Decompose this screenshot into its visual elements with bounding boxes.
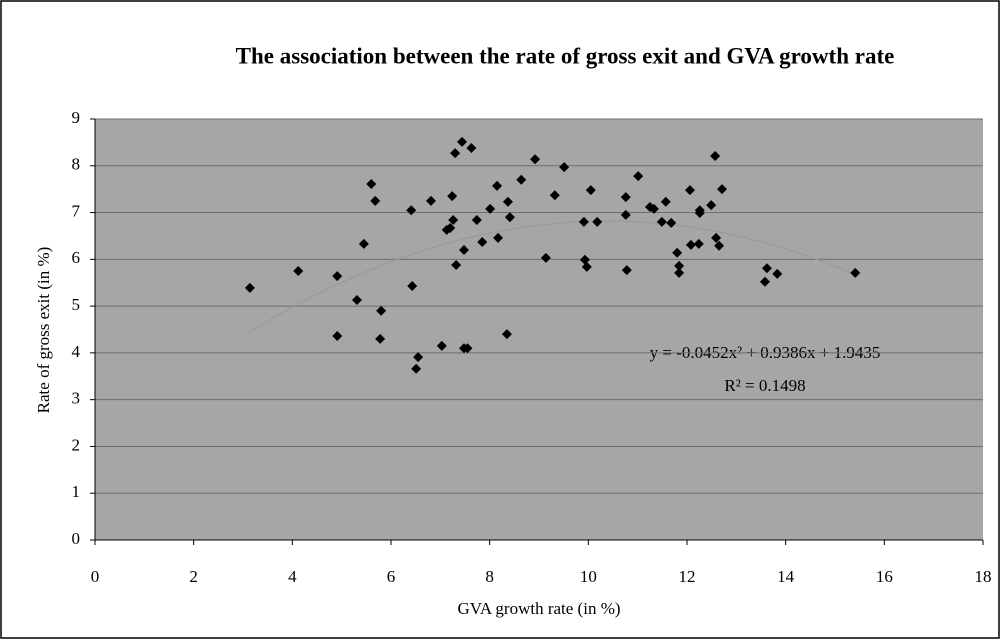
x-tick-label: 14	[777, 567, 795, 586]
point	[684, 185, 695, 196]
point	[407, 280, 418, 291]
point	[376, 305, 387, 316]
y-tick-label: 2	[72, 435, 81, 454]
point	[620, 192, 631, 203]
point	[674, 260, 685, 271]
point	[559, 162, 570, 173]
point	[451, 259, 462, 270]
point	[772, 268, 783, 279]
x-tick-label: 18	[975, 567, 992, 586]
point	[620, 209, 631, 220]
point	[579, 254, 590, 265]
point	[581, 261, 592, 272]
point	[578, 216, 589, 227]
point	[585, 185, 596, 196]
point	[501, 329, 512, 340]
point	[540, 252, 551, 263]
y-tick-label: 6	[72, 248, 81, 267]
point	[447, 191, 458, 202]
point	[710, 150, 721, 161]
point	[502, 196, 513, 207]
point	[441, 224, 452, 235]
point	[530, 154, 541, 165]
trendline	[249, 220, 856, 333]
point	[516, 174, 527, 185]
y-tick-label: 4	[72, 342, 81, 361]
point	[366, 179, 377, 190]
x-tick-label: 2	[189, 567, 198, 586]
point	[375, 333, 386, 344]
point	[666, 217, 677, 228]
x-tick-label: 12	[679, 567, 696, 586]
point	[466, 143, 477, 154]
y-tick-label: 7	[72, 201, 81, 220]
point	[717, 184, 728, 195]
point	[293, 266, 304, 277]
point	[425, 195, 436, 206]
point	[450, 148, 461, 159]
point	[694, 208, 705, 219]
point	[411, 363, 422, 374]
point	[660, 196, 671, 207]
point	[244, 282, 255, 293]
y-tick-label: 0	[72, 529, 81, 548]
point	[648, 203, 659, 214]
point	[471, 215, 482, 226]
point	[592, 216, 603, 227]
point	[714, 240, 725, 251]
y-tick-label: 8	[72, 155, 81, 174]
point	[656, 216, 667, 227]
point	[413, 352, 424, 363]
y-tick-label: 5	[72, 295, 81, 314]
x-tick-label: 16	[876, 567, 893, 586]
point	[759, 276, 770, 287]
point	[674, 267, 685, 278]
point	[850, 267, 861, 278]
point	[693, 238, 704, 249]
point	[462, 343, 473, 354]
point	[406, 205, 417, 216]
point	[436, 340, 447, 351]
y-tick-label: 3	[72, 389, 81, 408]
point	[672, 247, 683, 258]
point	[492, 180, 503, 191]
plot-area	[95, 119, 983, 540]
point	[685, 239, 696, 250]
point	[351, 295, 362, 306]
point	[477, 237, 488, 248]
point	[621, 265, 632, 276]
point	[332, 271, 343, 282]
point	[711, 232, 722, 243]
point	[485, 203, 496, 214]
x-tick-label: 10	[580, 567, 597, 586]
x-tick-label: 8	[485, 567, 494, 586]
point	[448, 215, 459, 226]
x-tick-label: 6	[387, 567, 396, 586]
x-tick-label: 4	[288, 567, 297, 586]
y-tick-label: 1	[72, 482, 81, 501]
point	[761, 263, 772, 274]
y-axis-label: Rate of gross exit (in %)	[34, 247, 53, 414]
point	[493, 232, 504, 243]
point	[358, 238, 369, 249]
point	[549, 190, 560, 201]
point	[459, 244, 470, 255]
point	[633, 171, 644, 182]
point	[706, 200, 717, 211]
r-squared: R² = 0.1498	[724, 376, 805, 395]
point	[457, 136, 468, 147]
x-axis-label: GVA growth rate (in %)	[457, 599, 620, 618]
point	[504, 212, 515, 223]
point	[332, 331, 343, 342]
point	[370, 195, 381, 206]
chart-title: The association between the rate of gros…	[236, 43, 895, 68]
x-tick-label: 0	[91, 567, 100, 586]
y-tick-label: 9	[72, 108, 81, 127]
